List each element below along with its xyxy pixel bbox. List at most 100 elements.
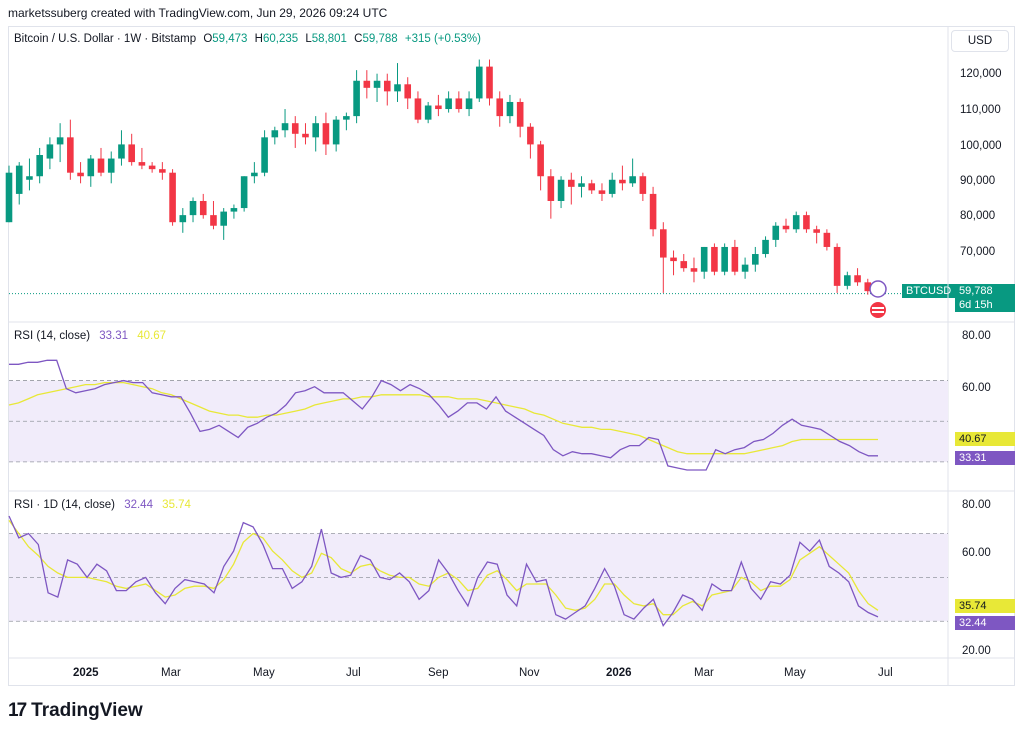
candle-body: [741, 264, 749, 272]
candle-body: [660, 229, 667, 258]
time-tick: May: [253, 667, 275, 679]
candle-body: [118, 144, 125, 159]
candle-body: [578, 183, 585, 187]
candle-body: [414, 98, 422, 120]
candle-body: [731, 246, 739, 272]
candle-body: [46, 144, 54, 159]
rsi1-tick: 60.00: [962, 382, 991, 394]
us-flag-stripe: [872, 307, 884, 309]
rsi1-ma-value: 40.67: [137, 330, 167, 342]
rsi2-rsi-line: [8, 515, 879, 628]
candle-body: [486, 66, 493, 99]
rsi1-ma-tag: 40.67: [955, 432, 1015, 446]
time-tick: 2025: [73, 667, 99, 679]
tv-logo-text: TradingView: [31, 700, 143, 721]
candle-body: [148, 165, 156, 170]
candle-body: [77, 172, 84, 177]
candle-body: [537, 144, 544, 177]
rsi1-rsi-line: [9, 359, 878, 471]
close-value: 59,788: [362, 33, 398, 45]
time-tick: Sep: [428, 667, 449, 679]
candle-body: [36, 155, 43, 177]
candle-body: [424, 105, 432, 120]
close-key: C: [354, 33, 363, 45]
candle-body: [833, 246, 841, 286]
low-value: 58,801: [311, 33, 347, 45]
candle-body: [792, 215, 800, 230]
rsi1-ma-line: [8, 381, 878, 455]
candle-body: [803, 215, 810, 230]
candle-body: [823, 232, 831, 247]
candle-body: [404, 84, 412, 99]
candle-body: [56, 137, 64, 145]
event-marker-icon: [869, 280, 887, 298]
time-tick: 2026: [606, 667, 632, 679]
rsi1-value-tag: 33.31: [955, 451, 1015, 465]
rsi2-value-tag: 32.44: [955, 616, 1015, 630]
candle-body: [261, 137, 268, 173]
candle-body: [199, 200, 207, 216]
time-tick: Nov: [519, 667, 540, 679]
rsi1-legend: RSI (14, close) 33.31 40.67: [14, 330, 166, 342]
candle-body: [383, 80, 391, 92]
candle-body: [251, 172, 258, 177]
candle-body: [189, 200, 197, 216]
candle-body: [588, 183, 596, 191]
candle-body: [649, 193, 657, 230]
candle-body: [629, 176, 636, 184]
candle-body: [281, 123, 289, 131]
candle-body: [363, 80, 371, 88]
candle-body: [97, 158, 105, 173]
price-tick: 110,000: [960, 104, 1001, 116]
chart-attribution: marketssuberg created with TradingView.c…: [8, 6, 388, 20]
candle-body: [240, 176, 248, 209]
rsi1-tick: 80.00: [962, 330, 991, 342]
open-value: 59,473: [212, 33, 248, 45]
candle-body: [107, 158, 115, 173]
candle-body: [445, 98, 452, 110]
candle-body: [752, 254, 759, 265]
candle-body: [721, 246, 728, 272]
high-value: 60,235: [262, 33, 299, 45]
currency-button[interactable]: USD: [951, 30, 1009, 52]
candle-body: [67, 137, 74, 173]
candle-body: [547, 176, 555, 201]
candle-body: [26, 176, 33, 180]
price-tick: 120,000: [960, 68, 1002, 80]
candle-body: [220, 211, 227, 226]
candle-body: [700, 246, 708, 272]
candle-body: [619, 179, 626, 184]
price-legend: Bitcoin / U.S. Dollar · 1W · Bitstamp O5…: [14, 33, 481, 45]
candle-body: [271, 130, 279, 138]
candle-body: [291, 123, 299, 134]
candle-body: [782, 225, 790, 230]
time-tick: Mar: [161, 667, 181, 679]
rsi2-ma-value: 35.74: [162, 499, 191, 511]
price-tick: 90,000: [960, 175, 996, 187]
time-tick: Jul: [346, 667, 361, 679]
candle-body: [557, 179, 565, 201]
candle-body: [455, 98, 463, 110]
candle-body: [373, 80, 381, 88]
us-flag-icon: [870, 302, 886, 318]
candle-body: [598, 190, 606, 194]
candle-body: [475, 66, 483, 99]
candle-body: [516, 101, 524, 127]
candle-body: [680, 261, 688, 269]
candle-body: [230, 208, 238, 212]
rsi2-value: 32.44: [124, 499, 153, 511]
tradingview-logo: 17 TradingView: [8, 700, 143, 722]
candle-body: [179, 215, 187, 223]
candle-body: [506, 101, 514, 117]
candle-body: [343, 116, 350, 120]
candle-body: [762, 239, 769, 255]
time-tick: Mar: [694, 667, 714, 679]
candle-body: [159, 169, 166, 173]
rsi2-legend: RSI · 1D (14, close) 32.44 35.74: [14, 499, 191, 511]
candle-body: [435, 105, 442, 110]
candle-body: [15, 165, 23, 194]
change-value: +315 (+0.53%): [404, 33, 481, 45]
candle-body: [332, 119, 340, 145]
price-tick: 80,000: [960, 210, 996, 222]
